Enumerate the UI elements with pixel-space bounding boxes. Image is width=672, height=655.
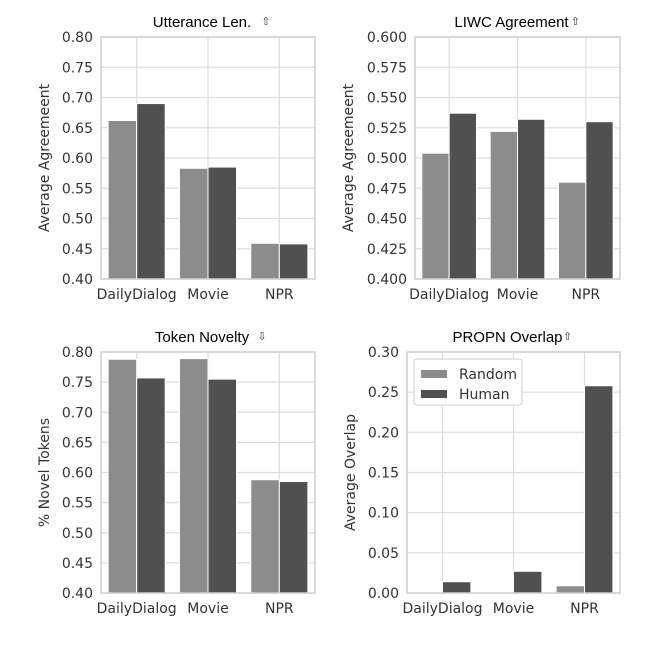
y-tick-label: 0.500	[367, 151, 407, 167]
down-arrow-icon: ⇩	[257, 330, 266, 343]
y-tick-label: 0.60	[62, 151, 93, 167]
bar-random	[250, 479, 280, 594]
y-tick-label: 0.75	[62, 60, 93, 76]
x-tick-label: DailyDialog	[97, 601, 177, 617]
x-tick-label: Movie	[187, 287, 228, 303]
y-tick-label: 0.15	[368, 466, 399, 482]
bar-random	[250, 242, 280, 280]
y-tick-label: 0.50	[62, 526, 93, 542]
y-tick-label: 0.20	[368, 425, 399, 441]
y-tick-label: 0.475	[367, 181, 407, 197]
subplot-2: 0.400 0.425 0.450 0.475 0.500 0.525 0.550 0.575…	[341, 14, 621, 303]
bar-human	[207, 166, 238, 280]
bar-random	[555, 585, 585, 594]
subplot-title: LIWC Agreement	[454, 14, 569, 31]
subplot-4: 0.00 0.05 0.10 0.15 0.20 0.25 0.30 DailyDialog M…	[343, 329, 621, 617]
bar-human	[517, 118, 546, 280]
bar-human	[136, 103, 166, 280]
bar-human	[278, 243, 309, 280]
y-tick-label: 0.65	[62, 121, 93, 137]
up-arrow-icon: ⇧	[261, 15, 270, 28]
subplot-title: Utterance Len.	[153, 14, 251, 31]
bar-random	[178, 167, 209, 280]
y-tick-label: 0.10	[368, 506, 399, 522]
y-tick-label: 0.60	[62, 466, 93, 482]
axes-frame	[414, 36, 621, 280]
axes-frame	[406, 351, 621, 594]
y-tick-label: 0.600	[367, 30, 407, 46]
up-arrow-icon: ⇧	[571, 15, 580, 28]
bar-human	[585, 121, 614, 280]
subplot-3: 0.40 0.45 0.50 0.55 0.60 0.65 0.70 0.75 0.80 Dail…	[37, 329, 316, 617]
y-tick-label: 0.575	[367, 60, 407, 76]
subplot-title: PROPN Overlap	[452, 329, 562, 346]
bar-random	[178, 358, 209, 594]
y-tick-label: 0.65	[62, 435, 93, 451]
y-axis-label: Average Overlap	[343, 414, 359, 531]
x-tick-label: Movie	[493, 601, 534, 617]
subplot-title: Token Novelty	[155, 329, 250, 346]
y-tick-label: 0.70	[62, 91, 93, 107]
legend-label: Human	[459, 387, 510, 403]
y-tick-label: 0.70	[62, 405, 93, 421]
bar-random	[421, 152, 450, 280]
y-tick-label: 0.525	[367, 121, 407, 137]
bar-human	[513, 570, 543, 594]
axes-frame	[100, 351, 316, 594]
bar-human	[278, 481, 309, 594]
y-tick-label: 0.40	[62, 272, 93, 288]
up-arrow-icon: ⇧	[563, 330, 572, 343]
y-tick-label: 0.425	[367, 242, 407, 258]
y-tick-label: 0.30	[368, 345, 399, 361]
y-tick-label: 0.80	[62, 30, 93, 46]
y-tick-label: 0.05	[368, 546, 399, 562]
bar-human	[207, 378, 238, 594]
bar-random	[107, 119, 138, 280]
y-tick-label: 0.55	[62, 181, 93, 197]
y-tick-label: 0.50	[62, 212, 93, 228]
bar-human	[442, 581, 472, 594]
y-tick-label: 0.55	[62, 496, 93, 512]
x-tick-label: DailyDialog	[409, 287, 489, 303]
y-tick-label: 0.40	[62, 586, 93, 602]
x-tick-label: Movie	[187, 601, 228, 617]
x-tick-label: Movie	[497, 287, 538, 303]
y-tick-label: 0.550	[367, 91, 407, 107]
axes-frame	[100, 36, 316, 280]
legend: Random Human	[413, 358, 523, 406]
bar-random	[558, 181, 587, 280]
x-tick-label: NPR	[570, 601, 599, 617]
bar-human	[136, 377, 166, 594]
x-tick-label: DailyDialog	[97, 287, 177, 303]
y-axis-label: Average Agreemeent	[37, 83, 53, 232]
subplot-1: 0.40 0.45 0.50 0.55 0.60 0.65 0.70 0.75 0.80 Dail…	[37, 14, 316, 303]
bar-human	[584, 385, 614, 594]
y-tick-label: 0.400	[367, 272, 407, 288]
x-tick-label: NPR	[265, 601, 294, 617]
y-axis-label: % Novel Tokens	[37, 418, 53, 527]
legend-swatch-human	[421, 390, 447, 398]
x-tick-label: DailyDialog	[402, 601, 482, 617]
legend-swatch-random	[421, 370, 447, 378]
bar-random	[107, 358, 138, 594]
legend-label: Random	[459, 367, 517, 383]
x-tick-label: NPR	[572, 287, 601, 303]
y-axis-label: Average Agreemeent	[341, 83, 357, 232]
y-tick-label: 0.80	[62, 345, 93, 361]
bar-random	[489, 130, 518, 280]
x-tick-label: NPR	[265, 287, 294, 303]
y-tick-label: 0.450	[367, 212, 407, 228]
y-tick-label: 0.00	[368, 586, 399, 602]
bar-human	[448, 112, 477, 280]
y-tick-label: 0.25	[368, 385, 399, 401]
y-tick-label: 0.45	[62, 556, 93, 572]
y-tick-label: 0.75	[62, 375, 93, 391]
y-tick-label: 0.45	[62, 242, 93, 258]
